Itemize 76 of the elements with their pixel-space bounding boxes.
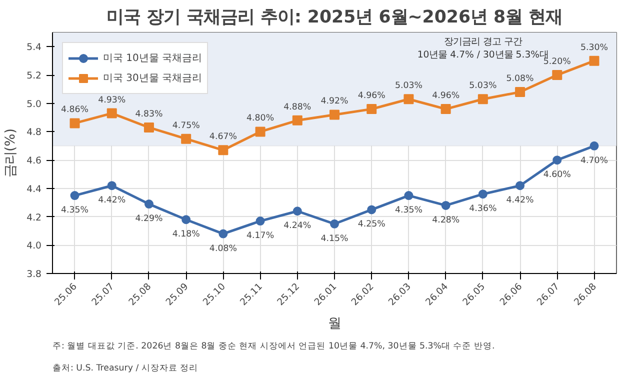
data-label: 4.29% bbox=[135, 214, 163, 224]
point bbox=[330, 110, 340, 120]
point bbox=[589, 56, 600, 66]
data-label: 5.03% bbox=[394, 81, 422, 92]
point bbox=[218, 145, 228, 156]
point bbox=[107, 181, 116, 190]
source-note: 출처: U.S. Treasury / 시장자료 정리 bbox=[52, 364, 198, 374]
point bbox=[181, 134, 192, 144]
y-tick-label: 5.2 bbox=[26, 70, 42, 82]
data-label: 4.08% bbox=[209, 244, 237, 254]
data-label: 4.75% bbox=[172, 120, 200, 131]
data-label: 4.96% bbox=[432, 91, 460, 102]
data-label: 4.70% bbox=[580, 156, 608, 166]
point bbox=[590, 141, 599, 150]
x-axis-title: 월 bbox=[328, 316, 341, 332]
point bbox=[440, 104, 451, 114]
point bbox=[367, 205, 376, 214]
point bbox=[404, 191, 414, 200]
point bbox=[515, 87, 526, 98]
data-label: 5.03% bbox=[469, 81, 497, 92]
point bbox=[292, 115, 302, 126]
data-label: 4.24% bbox=[284, 221, 312, 232]
data-label: 4.42% bbox=[506, 196, 534, 206]
data-label: 4.18% bbox=[172, 230, 200, 240]
data-label: 4.42% bbox=[98, 196, 126, 206]
y-tick-label: 4.6 bbox=[26, 156, 42, 167]
data-label: 4.88% bbox=[284, 102, 312, 112]
point bbox=[182, 215, 191, 224]
point bbox=[70, 191, 80, 200]
y-tick-label: 4.4 bbox=[26, 184, 42, 195]
point bbox=[330, 219, 339, 228]
point bbox=[552, 156, 562, 165]
chart-title: 미국 장기 국채금리 추이: 2025년 6월~2026년 8월 현재 bbox=[106, 8, 563, 28]
legend-label: 미국 10년물 국채금리 bbox=[103, 52, 202, 65]
data-label: 4.93% bbox=[98, 95, 126, 106]
y-tick-label: 5.4 bbox=[26, 42, 42, 54]
data-label: 4.15% bbox=[320, 234, 348, 244]
data-label: 5.20% bbox=[543, 57, 571, 68]
legend-label: 미국 30년물 국채금리 bbox=[103, 72, 202, 85]
data-label: 4.83% bbox=[135, 109, 163, 120]
data-label: 4.25% bbox=[358, 220, 386, 230]
data-label: 4.60% bbox=[543, 170, 571, 180]
point bbox=[70, 118, 80, 128]
data-label: 4.67% bbox=[209, 132, 237, 142]
point bbox=[366, 104, 377, 114]
data-label: 4.92% bbox=[320, 96, 348, 107]
y-tick-label: 3.8 bbox=[26, 269, 42, 280]
data-label: 5.08% bbox=[506, 74, 534, 84]
data-label: 4.35% bbox=[61, 206, 89, 216]
point bbox=[144, 122, 154, 132]
y-tick-label: 4.8 bbox=[26, 127, 42, 138]
point bbox=[255, 126, 266, 137]
point bbox=[441, 200, 450, 210]
point bbox=[218, 229, 228, 238]
point bbox=[106, 108, 117, 118]
data-label: 4.96% bbox=[358, 91, 386, 102]
data-label: 4.86% bbox=[61, 105, 89, 116]
data-label: 4.28% bbox=[432, 215, 460, 226]
point bbox=[404, 94, 414, 104]
text: 주: 월별 대표값 기준. 2026년 8월은 8월 중순 현재 시장에서 언급된 10년물 4.7%, 30년물 5.3%대 수준 반영. bbox=[52, 342, 495, 352]
data-label: 4.80% bbox=[246, 114, 274, 124]
point bbox=[144, 200, 154, 209]
point bbox=[478, 94, 488, 104]
y-tick-label: 5.0 bbox=[26, 98, 42, 110]
point bbox=[478, 190, 488, 199]
y-axis-title: 금리(%) bbox=[4, 128, 19, 178]
data-label: 4.17% bbox=[246, 231, 274, 242]
point bbox=[552, 70, 562, 80]
point bbox=[516, 181, 525, 190]
y-tick-label: 4.0 bbox=[26, 240, 42, 252]
data-label: 4.36% bbox=[469, 204, 497, 214]
point bbox=[256, 216, 265, 226]
data-label: 4.35% bbox=[394, 206, 422, 216]
point bbox=[292, 206, 302, 216]
data-label: 5.30% bbox=[580, 42, 608, 53]
y-tick-label: 4.2 bbox=[26, 212, 42, 224]
